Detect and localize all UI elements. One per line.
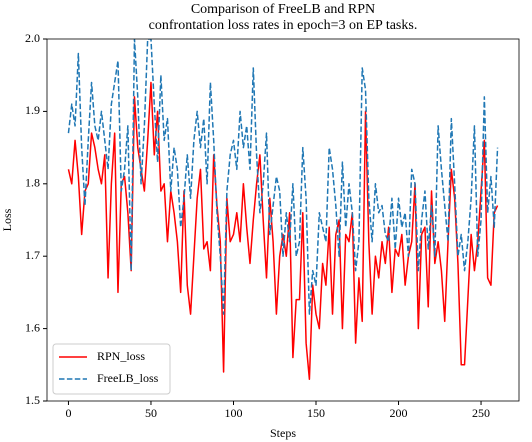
x-tick-label: 250 (472, 406, 490, 420)
x-tick-label: 100 (224, 406, 242, 420)
series (67, 39, 499, 315)
legend-label: RPN_loss (97, 349, 145, 363)
y-tick-label: 1.7 (25, 248, 40, 262)
x-tick-label: 200 (390, 406, 408, 420)
y-axis-label: Loss (0, 208, 14, 231)
chart-title: confrontation loss rates in epoch=3 on E… (149, 18, 418, 33)
y-tick-label: 1.6 (25, 320, 40, 334)
chart-title: Comparison of FreeLB and RPN (191, 2, 375, 17)
x-axis-label: Steps (270, 426, 296, 440)
x-tick-label: 0 (65, 406, 71, 420)
y-tick-label: 1.9 (25, 103, 40, 117)
plot-frame (46, 38, 520, 402)
series (67, 81, 499, 381)
x-tick-label: 150 (307, 406, 325, 420)
data-line (67, 81, 499, 381)
legend-label: FreeLB_loss (97, 371, 159, 385)
y-tick-label: 2.0 (25, 31, 40, 45)
y-tick-label: 1.5 (25, 393, 40, 407)
x-tick-label: 50 (145, 406, 157, 420)
data-line (67, 39, 499, 315)
y-tick-label: 1.8 (25, 176, 40, 190)
